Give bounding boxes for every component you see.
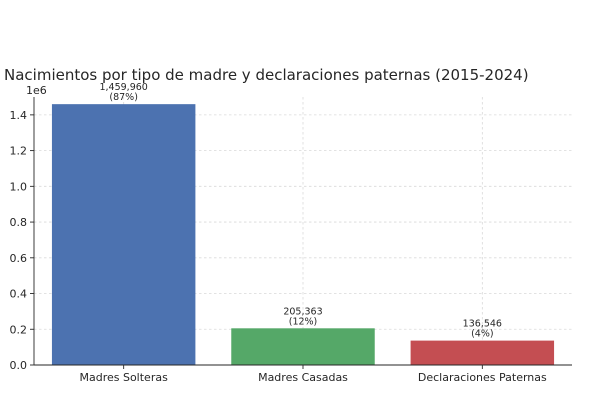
- bar-value-label: 136,546: [463, 319, 502, 330]
- bar-value-label: 205,363: [283, 306, 322, 317]
- y-tick-label: 0.4: [10, 288, 28, 301]
- x-tick-label: Declaraciones Paternas: [418, 371, 547, 384]
- bar: [51, 104, 196, 366]
- x-tick-label: Madres Casadas: [258, 371, 348, 384]
- bar-value-label: 1,459,960: [99, 82, 147, 93]
- chart-title: Nacimientos por tipo de madre y declarac…: [4, 66, 529, 84]
- bar: [410, 340, 555, 365]
- bars: [51, 104, 555, 366]
- bar: [231, 328, 375, 365]
- y-tick-label: 0.0: [10, 359, 28, 372]
- y-tick-label: 1.2: [10, 145, 28, 158]
- bar-percent-label: (12%): [289, 316, 318, 327]
- y-tick-label: 0.2: [10, 323, 28, 336]
- bar-labels: 1,459,960(87%) 205,363(12%) 136,546(4%): [99, 82, 501, 339]
- y-axis-offset-label: 1e6: [26, 84, 47, 97]
- x-tick-label: Madres Solteras: [79, 371, 168, 384]
- y-tick-label: 0.8: [10, 216, 28, 229]
- axes: 0.0 0.2 0.4 0.6 0.8 1.0 1.2 1.4 Madres Solteras M…: [10, 97, 572, 384]
- y-tick-label: 0.6: [10, 252, 28, 265]
- y-tick-label: 1.0: [10, 180, 28, 193]
- y-tick-label: 1.4: [10, 109, 28, 122]
- bar-percent-label: (4%): [471, 329, 493, 340]
- bar-percent-label: (87%): [109, 92, 138, 103]
